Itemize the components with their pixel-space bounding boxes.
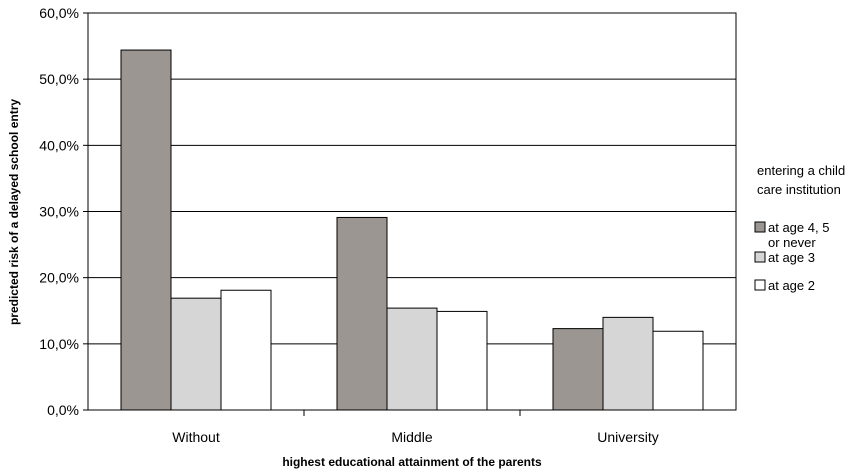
legend-entry-label: at age 2	[768, 278, 815, 293]
y-tick-label: 50,0%	[39, 71, 79, 87]
y-tick-label: 60,0%	[39, 5, 79, 21]
x-tick-labels: Without Middle University	[172, 429, 658, 445]
x-tick-label: University	[597, 429, 658, 445]
legend: entering a child care institution at age 4…	[754, 163, 845, 293]
bar	[120, 49, 172, 411]
legend-title: care institution	[757, 182, 841, 197]
legend-swatch	[754, 279, 766, 291]
legend-title: entering a child	[757, 163, 845, 178]
axes	[83, 12, 737, 416]
legend-entry-label: at age 3	[768, 250, 815, 265]
x-axis-title: highest educational attainment of the pa…	[282, 455, 542, 469]
x-tick-label: Middle	[391, 429, 432, 445]
bar	[436, 310, 488, 411]
bar	[652, 330, 704, 411]
bar	[386, 307, 438, 411]
legend-swatch	[754, 221, 766, 233]
legend-entry-label: at age 4, 5	[768, 220, 829, 235]
y-tick-label: 40,0%	[39, 137, 79, 153]
legend-entry-label: or never	[768, 235, 816, 250]
y-tick-label: 20,0%	[39, 270, 79, 286]
bar	[170, 297, 222, 411]
y-tick-label: 30,0%	[39, 204, 79, 220]
bars	[120, 49, 704, 411]
y-tick-label: 0,0%	[47, 402, 79, 418]
legend-swatch	[754, 251, 766, 263]
y-axis-title: predicted risk of a delayed school entry	[7, 99, 21, 325]
bar	[602, 316, 654, 411]
bar	[552, 328, 604, 411]
bar	[336, 216, 388, 411]
y-tick-label: 10,0%	[39, 336, 79, 352]
bar	[220, 289, 272, 411]
x-tick-label: Without	[172, 429, 220, 445]
y-tick-labels: 0,0% 10,0% 20,0% 30,0% 40,0% 50,0% 60,0%	[39, 5, 79, 418]
